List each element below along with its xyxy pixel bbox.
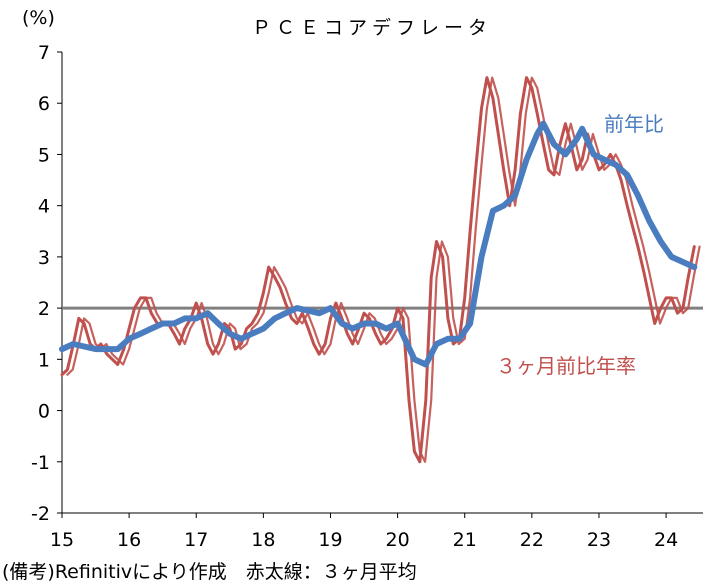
x-tick-label: 24 [654,529,678,551]
y-tick-label: -2 [31,503,50,525]
chart-title: ＰＣＥコアデフレータ [252,17,492,39]
x-tick-label: 22 [520,529,544,551]
y-tick-label: 1 [38,349,50,371]
x-tick-label: 15 [50,529,74,551]
y-tick-label: 2 [38,298,50,320]
x-tick-label: 16 [117,529,141,551]
y-tick-label: 0 [38,401,50,423]
annotation-3m-annualized: ３ヶ月前比年率 [496,354,636,378]
footnote: (備考)Refinitivにより作成 赤太線：３ヶ月平均 [2,561,417,583]
y-tick-label: -1 [31,452,50,474]
series-line-3m-annualized [60,76,696,464]
x-tick-label: 19 [318,529,342,551]
y-tick-label: 7 [38,42,50,64]
y-tick-label: 3 [38,247,50,269]
y-tick-label: 6 [38,93,50,115]
x-tick-label: 21 [453,529,477,551]
x-tick-label: 17 [184,529,208,551]
y-tick-label: 4 [38,196,50,218]
series-line-yoy [59,120,698,368]
series-group [59,76,701,464]
y-tick-label: 5 [38,144,50,166]
x-tick-label: 23 [587,529,611,551]
annotation-yoy: 前年比 [604,112,664,136]
y-unit-label: (%) [22,7,55,29]
x-tick-label: 20 [386,529,410,551]
x-tick-label: 18 [251,529,275,551]
